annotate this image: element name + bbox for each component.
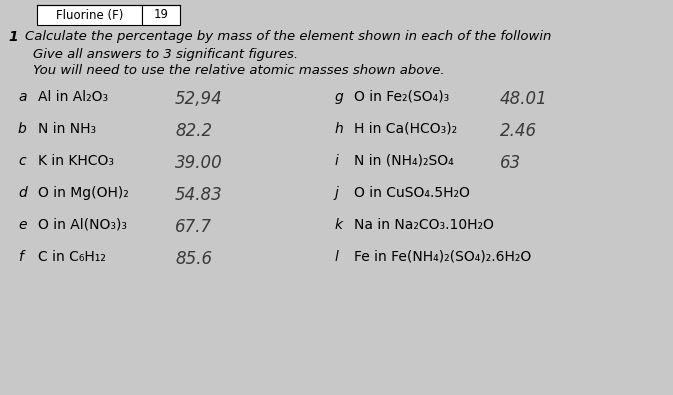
Text: N in (NH₄)₂SO₄: N in (NH₄)₂SO₄ (354, 154, 454, 168)
Text: 67.7: 67.7 (175, 218, 212, 236)
Text: i: i (335, 154, 339, 168)
Text: O in CuSO₄.5H₂O: O in CuSO₄.5H₂O (354, 186, 470, 200)
Text: f: f (18, 250, 23, 264)
Bar (37, 5, 142, 25)
Text: Na in Na₂CO₃.10H₂O: Na in Na₂CO₃.10H₂O (354, 218, 494, 232)
Text: O in Al(NO₃)₃: O in Al(NO₃)₃ (38, 218, 127, 232)
Bar (142, 5, 180, 25)
Text: 1: 1 (8, 30, 17, 44)
Text: 19: 19 (153, 9, 168, 21)
Text: 48.01: 48.01 (500, 90, 548, 108)
Text: 82.2: 82.2 (175, 122, 212, 140)
Text: N in NH₃: N in NH₃ (38, 122, 96, 136)
Text: Fe in Fe(NH₄)₂(SO₄)₂.6H₂O: Fe in Fe(NH₄)₂(SO₄)₂.6H₂O (354, 250, 531, 264)
Text: h: h (335, 122, 344, 136)
Text: O in Fe₂(SO₄)₃: O in Fe₂(SO₄)₃ (354, 90, 450, 104)
Text: 63: 63 (500, 154, 522, 172)
Text: Fluorine (F): Fluorine (F) (56, 9, 123, 21)
Text: O in Mg(OH)₂: O in Mg(OH)₂ (38, 186, 129, 200)
Text: Calculate the percentage by mass of the element shown in each of the followin: Calculate the percentage by mass of the … (25, 30, 551, 43)
Text: 54.83: 54.83 (175, 186, 223, 204)
Text: e: e (18, 218, 26, 232)
Text: 52,94: 52,94 (175, 90, 223, 108)
Text: b: b (18, 122, 27, 136)
Text: c: c (18, 154, 26, 168)
Text: You will need to use the relative atomic masses shown above.: You will need to use the relative atomic… (33, 64, 445, 77)
Text: j: j (335, 186, 339, 200)
Text: Al in Al₂O₃: Al in Al₂O₃ (38, 90, 108, 104)
Text: 2.46: 2.46 (500, 122, 537, 140)
Text: g: g (335, 90, 344, 104)
Text: l: l (335, 250, 339, 264)
Text: H in Ca(HCO₃)₂: H in Ca(HCO₃)₂ (354, 122, 457, 136)
Text: 85.6: 85.6 (175, 250, 212, 268)
Text: 39.00: 39.00 (175, 154, 223, 172)
Text: Give all answers to 3 significant figures.: Give all answers to 3 significant figure… (33, 48, 298, 61)
Text: d: d (18, 186, 27, 200)
Text: a: a (18, 90, 26, 104)
Text: C in C₆H₁₂: C in C₆H₁₂ (38, 250, 106, 264)
Text: K in KHCO₃: K in KHCO₃ (38, 154, 114, 168)
Text: k: k (335, 218, 343, 232)
